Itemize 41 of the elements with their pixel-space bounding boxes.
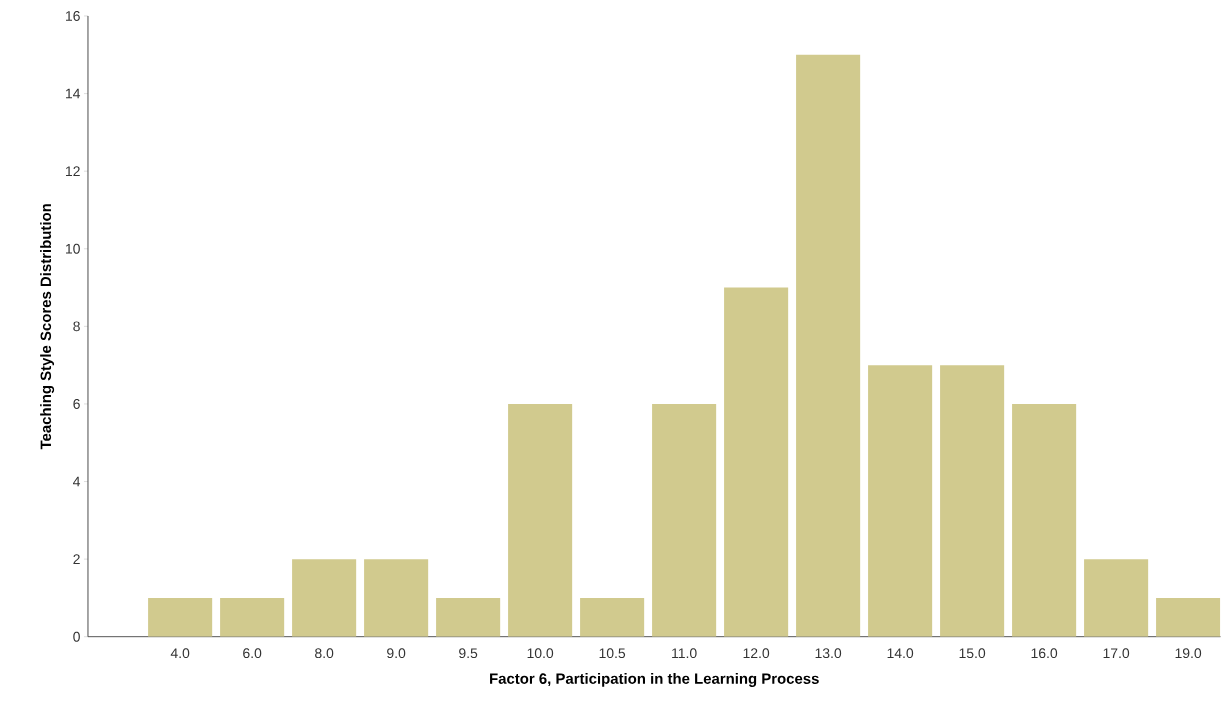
bar [436, 598, 501, 637]
bar [1156, 598, 1221, 637]
bar [1012, 404, 1077, 637]
x-tick-label: 17.0 [1103, 648, 1130, 659]
bar [796, 54, 861, 637]
x-tick-label: 8.0 [315, 648, 334, 659]
y-tick-label: 8 [73, 321, 80, 332]
bar [364, 559, 429, 637]
x-tick-label: 11.0 [672, 648, 697, 659]
bar [148, 598, 213, 637]
bar [292, 559, 357, 637]
x-tick-label: 13.0 [815, 648, 842, 659]
bar [1084, 559, 1149, 637]
x-tick-label: 16.0 [1031, 648, 1058, 659]
bar [508, 404, 573, 637]
x-tick-label: 12.0 [743, 648, 770, 659]
y-tick-label: 6 [73, 399, 80, 410]
y-tick-label: 12 [66, 166, 80, 177]
x-tick-label: 4.0 [170, 648, 190, 659]
bar [652, 404, 717, 637]
y-tick-label: 0 [73, 631, 80, 642]
x-tick-label: 19.0 [1175, 648, 1202, 659]
bar [220, 598, 285, 637]
y-tick-label: 4 [73, 476, 81, 487]
x-tick-label: 9.5 [459, 648, 478, 659]
bar [868, 365, 933, 637]
y-tick-label: 16 [66, 11, 80, 22]
x-tick-label: 14.0 [887, 648, 914, 659]
bar [724, 287, 789, 637]
y-tick-label: 10 [66, 243, 80, 254]
x-tick-label: 6.0 [243, 648, 262, 659]
y-tick-label: 2 [73, 554, 80, 565]
x-axis-title: Factor 6, Participation in the Learning Process [490, 673, 819, 688]
x-tick-label: 10.5 [599, 648, 626, 659]
y-tick-label: 14 [66, 88, 81, 99]
bar [940, 365, 1005, 637]
bar [580, 598, 645, 637]
x-tick-label: 15.0 [959, 648, 986, 659]
y-axis-title: Teaching Style Scores Distribution [40, 204, 55, 450]
x-tick-label: 9.0 [387, 648, 406, 659]
x-tick-label: 10.0 [527, 648, 554, 659]
